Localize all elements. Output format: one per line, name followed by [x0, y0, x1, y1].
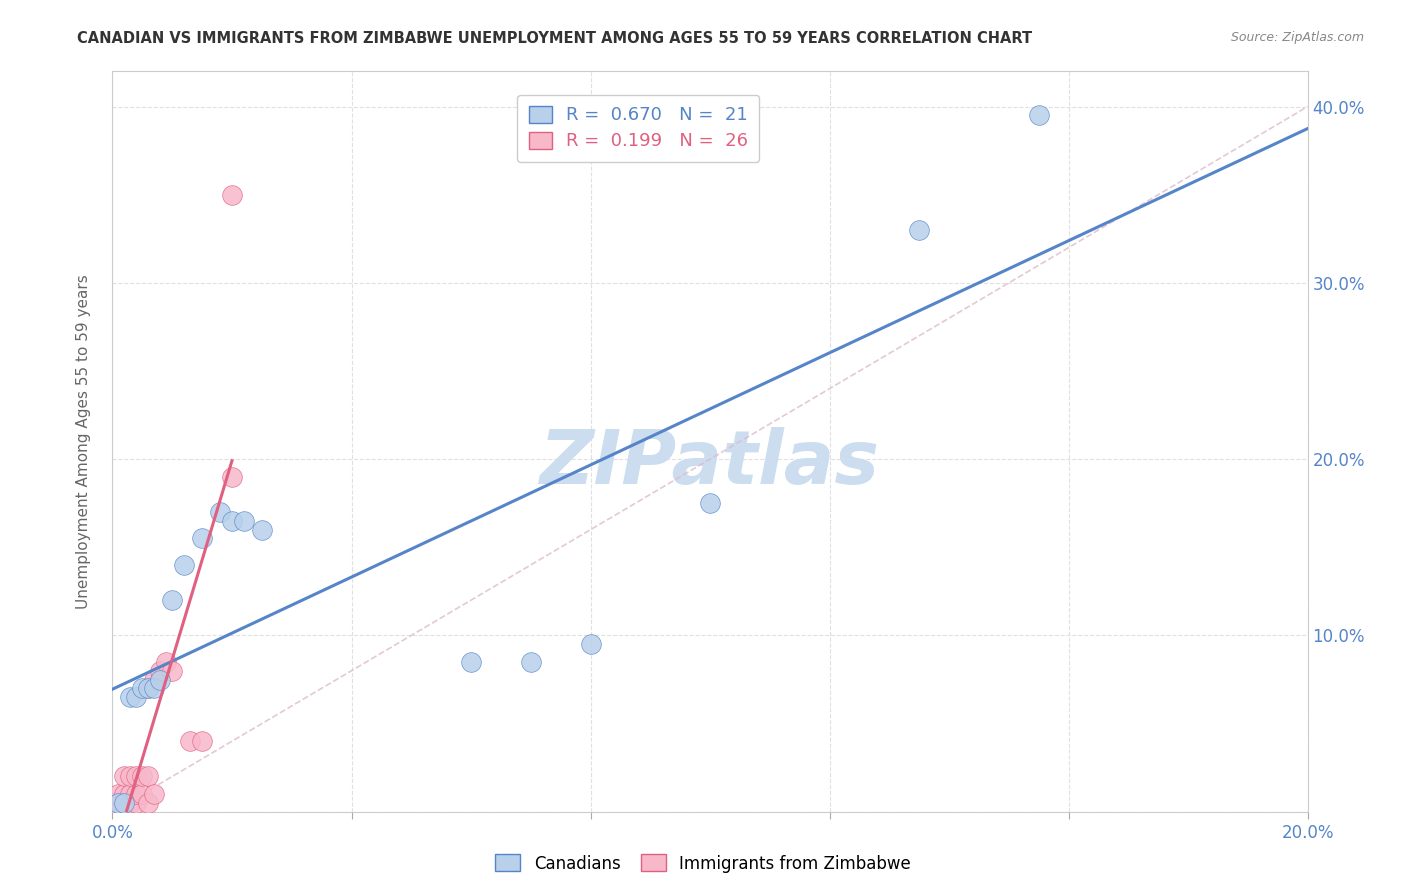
- Point: [579, 637, 602, 651]
- Point: [125, 787, 148, 801]
- Point: [120, 796, 142, 810]
- Point: [131, 769, 153, 783]
- Point: [138, 681, 160, 696]
- Point: [209, 505, 232, 519]
- Point: [191, 734, 214, 748]
- Point: [107, 805, 129, 819]
- Point: [191, 532, 214, 546]
- Point: [221, 514, 243, 528]
- Point: [120, 787, 142, 801]
- Point: [233, 514, 256, 528]
- Point: [114, 769, 135, 783]
- Point: [125, 796, 148, 810]
- Point: [173, 558, 195, 572]
- Point: [1028, 108, 1050, 122]
- Point: [143, 787, 166, 801]
- Point: [138, 796, 160, 810]
- Point: [107, 787, 129, 801]
- Point: [131, 787, 153, 801]
- Point: [520, 655, 543, 669]
- Point: [179, 734, 201, 748]
- Text: CANADIAN VS IMMIGRANTS FROM ZIMBABWE UNEMPLOYMENT AMONG AGES 55 TO 59 YEARS CORR: CANADIAN VS IMMIGRANTS FROM ZIMBABWE UNE…: [77, 31, 1032, 46]
- Point: [250, 523, 273, 537]
- Point: [125, 690, 148, 705]
- Point: [908, 223, 931, 237]
- Point: [114, 787, 135, 801]
- Point: [107, 796, 129, 810]
- Point: [460, 655, 482, 669]
- Point: [155, 655, 177, 669]
- Point: [149, 664, 172, 678]
- Point: [120, 690, 142, 705]
- Legend: Canadians, Immigrants from Zimbabwe: Canadians, Immigrants from Zimbabwe: [489, 847, 917, 880]
- Y-axis label: Unemployment Among Ages 55 to 59 years: Unemployment Among Ages 55 to 59 years: [76, 274, 91, 609]
- Point: [138, 769, 160, 783]
- Legend: R =  0.670   N =  21, R =  0.199   N =  26: R = 0.670 N = 21, R = 0.199 N = 26: [517, 95, 759, 161]
- Text: Source: ZipAtlas.com: Source: ZipAtlas.com: [1230, 31, 1364, 45]
- Point: [101, 796, 124, 810]
- Point: [131, 681, 153, 696]
- Point: [143, 673, 166, 687]
- Text: ZIPatlas: ZIPatlas: [540, 427, 880, 500]
- Point: [114, 805, 135, 819]
- Point: [125, 769, 148, 783]
- Point: [162, 593, 183, 607]
- Point: [221, 187, 243, 202]
- Point: [221, 470, 243, 484]
- Point: [120, 769, 142, 783]
- Point: [138, 681, 160, 696]
- Point: [699, 496, 721, 510]
- Point: [114, 796, 135, 810]
- Point: [162, 664, 183, 678]
- Point: [149, 673, 172, 687]
- Point: [143, 681, 166, 696]
